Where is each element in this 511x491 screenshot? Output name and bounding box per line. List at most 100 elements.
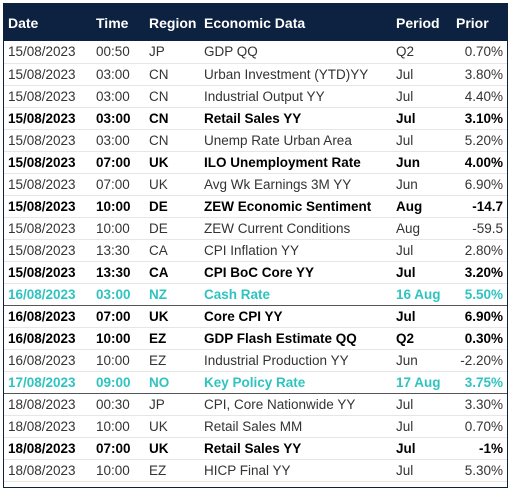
cell-period: Jul [392, 415, 452, 438]
cell-period: Jul [392, 437, 452, 460]
cell-date: 15/08/2023 [4, 85, 92, 108]
cell-prior: 6.90% [452, 305, 507, 328]
header-date: Date [8, 14, 39, 31]
table-row: 15/08/2023 00:50 JP GDP QQ Q2 0.70% [4, 41, 507, 64]
table-row: 16/08/2023 10:00 EZ Industrial Production Y… [4, 349, 507, 372]
table-header-row: Date Time Region Economic Data Period Pr… [4, 4, 507, 41]
cell-period: 16 Aug [392, 282, 452, 306]
cell-date: 15/08/2023 [4, 261, 92, 284]
table-row: 18/08/2023 10:00 UK Retail Sales MM Jul 0.70% [4, 415, 507, 438]
cell-period: Jul [392, 393, 452, 416]
cell-period: Aug [392, 217, 452, 240]
cell-economic-data: Key Policy Rate [200, 370, 392, 394]
cell-economic-data: HICP Final YY [200, 459, 392, 482]
table-row: 15/08/2023 10:00 DE ZEW Current Conditions A… [4, 217, 507, 240]
cell-time: 03:00 [92, 129, 145, 152]
cell-time: 03:00 [92, 85, 145, 108]
cell-region: UK [145, 151, 200, 174]
cell-period: Jun [392, 349, 452, 372]
cell-date: 15/08/2023 [4, 129, 92, 152]
cell-time: 07:00 [92, 173, 145, 196]
cell-time: 03:00 [92, 107, 145, 130]
cell-date: 16/08/2023 [4, 305, 92, 328]
cell-prior: 6.90% [452, 173, 507, 196]
cell-time: 00:30 [92, 393, 145, 416]
cell-date: 18/08/2023 [4, 459, 92, 482]
cell-period: Jun [392, 173, 452, 196]
cell-region: JP [145, 393, 200, 416]
cell-prior: 3.20% [452, 261, 507, 284]
cell-economic-data: CPI BoC Core YY [200, 261, 392, 284]
cell-region: DE [145, 195, 200, 218]
cell-time: 03:00 [92, 63, 145, 86]
cell-economic-data: Core CPI YY [200, 305, 392, 328]
header-economic-data: Economic Data [204, 14, 306, 31]
cell-date: 16/08/2023 [4, 327, 92, 350]
cell-period: Jul [392, 129, 452, 152]
cell-region: NO [145, 370, 200, 394]
cell-time: 00:50 [92, 41, 145, 64]
cell-prior: 5.30% [452, 459, 507, 482]
cell-prior: -2.20% [452, 349, 507, 372]
cell-economic-data: Urban Investment (YTD)YY [200, 63, 392, 86]
cell-date: 15/08/2023 [4, 63, 92, 86]
cell-region: UK [145, 305, 200, 328]
table-row: 15/08/2023 07:00 UK Avg Wk Earnings 3M YY Ju… [4, 173, 507, 196]
cell-economic-data: Industrial Production YY [200, 349, 392, 372]
cell-date: 18/08/2023 [4, 437, 92, 460]
cell-economic-data: GDP QQ [200, 41, 392, 64]
cell-region: CA [145, 261, 200, 284]
header-prior: Prior [456, 14, 489, 31]
cell-prior: 4.40% [452, 85, 507, 108]
cell-economic-data: Avg Wk Earnings 3M YY [200, 173, 392, 196]
cell-period: Aug [392, 195, 452, 218]
cell-date: 15/08/2023 [4, 173, 92, 196]
cell-region: CN [145, 63, 200, 86]
cell-date: 18/08/2023 [4, 415, 92, 438]
cell-economic-data: ZEW Economic Sentiment [200, 195, 392, 218]
cell-region: EZ [145, 327, 200, 350]
table-row: 16/08/2023 07:00 UK Core CPI YY Jul 6.90% [4, 305, 507, 328]
cell-economic-data: Retail Sales MM [200, 415, 392, 438]
cell-time: 07:00 [92, 151, 145, 174]
cell-period: Jul [392, 63, 452, 86]
cell-date: 17/08/2023 [4, 370, 92, 394]
table-row: 15/08/2023 03:00 CN Urban Investment (YTD)Y… [4, 63, 507, 86]
cell-time: 10:00 [92, 415, 145, 438]
cell-period: Jul [392, 85, 452, 108]
cell-period: Jul [392, 107, 452, 130]
cell-prior: 3.10% [452, 107, 507, 130]
cell-region: JP [145, 41, 200, 64]
cell-time: 10:00 [92, 349, 145, 372]
cell-economic-data: GDP Flash Estimate QQ [200, 327, 392, 350]
table-row: 15/08/2023 03:00 CN Unemp Rate Urban Area Ju… [4, 129, 507, 152]
cell-time: 09:00 [92, 370, 145, 394]
cell-region: EZ [145, 349, 200, 372]
cell-time: 10:00 [92, 459, 145, 482]
cell-period: Jun [392, 151, 452, 174]
cell-date: 15/08/2023 [4, 239, 92, 262]
cell-period: Q2 [392, 327, 452, 350]
cell-time: 07:00 [92, 437, 145, 460]
table-row: 15/08/2023 13:30 CA CPI BoC Core YY Jul 3.20% [4, 261, 507, 284]
cell-prior: 4.00% [452, 151, 507, 174]
cell-period: Jul [392, 261, 452, 284]
cell-region: DE [145, 217, 200, 240]
economic-calendar-table: Date Time Region Economic Data Period Pr… [4, 4, 507, 482]
cell-prior: -59.5 [452, 217, 507, 240]
table-row: 18/08/2023 07:00 UK Retail Sales YY Jul -1% [4, 437, 507, 460]
cell-time: 03:00 [92, 282, 145, 306]
cell-prior: 2.80% [452, 239, 507, 262]
cell-region: UK [145, 415, 200, 438]
cell-region: UK [145, 437, 200, 460]
table-row: 17/08/2023 09:00 NO Key Policy Rate 17 Aug 3.… [4, 370, 507, 394]
cell-time: 10:00 [92, 327, 145, 350]
table-row: 15/08/2023 03:00 CN Retail Sales YY Jul 3.10% [4, 107, 507, 130]
cell-date: 15/08/2023 [4, 107, 92, 130]
table-row: 15/08/2023 13:30 CA CPI Inflation YY Jul 2.80… [4, 239, 507, 262]
cell-prior: 3.80% [452, 63, 507, 86]
header-time: Time [96, 14, 129, 31]
cell-date: 16/08/2023 [4, 349, 92, 372]
cell-economic-data: Retail Sales YY [200, 107, 392, 130]
cell-period: Jul [392, 459, 452, 482]
